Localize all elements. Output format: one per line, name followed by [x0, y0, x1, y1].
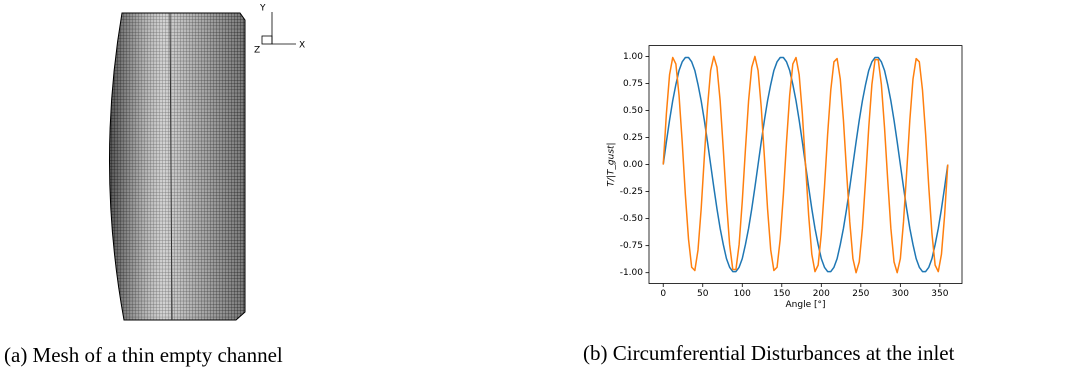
y-tick-label: -0.50 — [620, 214, 644, 224]
axis-label: Z — [254, 46, 260, 56]
chart: -1.00 -0.75 -0.50 -0.25 0.00 0.25 0.50 0.75 1.00… — [607, 46, 963, 310]
x-tick-label: 300 — [892, 289, 909, 299]
y-tick-label: 0.25 — [623, 133, 643, 143]
y-axis-label: T/|T_gust| — [607, 142, 617, 186]
y-tick-label: 1.00 — [623, 52, 643, 62]
mesh-shading — [109, 13, 245, 320]
y-tick-label: 0.75 — [623, 79, 643, 89]
x-tick-label: 350 — [931, 289, 948, 299]
y-tick-label: -1.00 — [620, 268, 644, 278]
y-tick-label: 0.00 — [623, 160, 643, 170]
x-axis-label: Angle [°] — [786, 300, 826, 310]
axis-triad — [262, 12, 296, 44]
series-line — [663, 56, 948, 272]
y-tick-label: -0.25 — [620, 187, 643, 197]
x-tick-label: 100 — [734, 289, 751, 299]
page: Y Z X (a) Mesh of a thin empty channel (… — [0, 0, 1075, 378]
x-tick-label: 50 — [697, 289, 709, 299]
figure: Y Z X (a) Mesh of a thin empty channel (… — [0, 0, 1075, 378]
axis-label: Y — [259, 4, 266, 14]
caption: (b) Circumferential Disturbances at the … — [583, 341, 955, 365]
x-tick-label: 0 — [660, 289, 666, 299]
mesh-image: Y Z X — [109, 4, 305, 321]
y-tick-label: -0.75 — [620, 241, 643, 251]
y-tick-label: 0.50 — [623, 106, 643, 116]
x-tick-label: 200 — [813, 289, 830, 299]
axis-label: X — [299, 41, 305, 51]
x-tick-label: 150 — [773, 289, 790, 299]
caption: (a) Mesh of a thin empty channel — [4, 343, 283, 367]
x-tick-label: 250 — [852, 289, 869, 299]
